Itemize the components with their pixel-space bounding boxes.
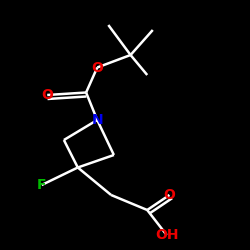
Text: N: N	[92, 113, 103, 127]
Text: O: O	[164, 188, 175, 202]
Text: F: F	[37, 178, 46, 192]
Text: O: O	[41, 88, 53, 102]
Text: O: O	[91, 60, 103, 74]
Text: OH: OH	[155, 228, 178, 242]
